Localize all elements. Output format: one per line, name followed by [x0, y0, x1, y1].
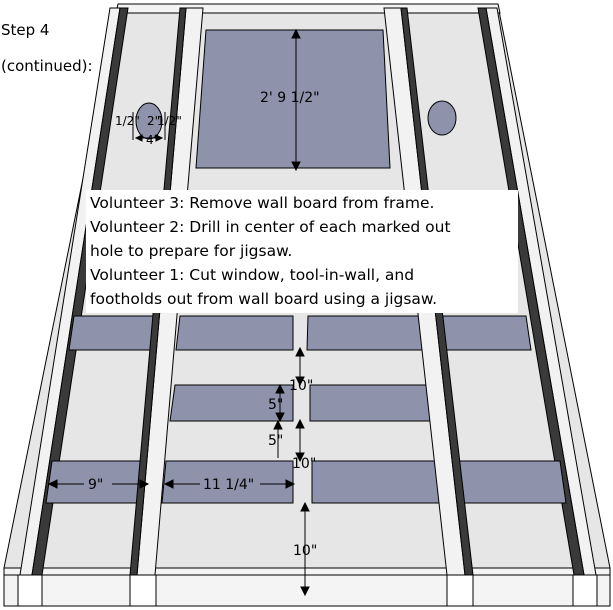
- left-width-label: 9": [88, 477, 103, 493]
- window-height-label: 2' 9 1/2": [260, 90, 320, 106]
- volunteer-3-name: Volunteer 3: [90, 194, 180, 212]
- cutout-row2-a: [169, 384, 294, 422]
- step-heading: Step 4: [1, 21, 50, 39]
- cutout-row3-c: [311, 460, 442, 504]
- gap-upper-label: 10": [289, 378, 313, 394]
- instruction-volunteer-2: Volunteer 2: Drill in center of each mar…: [90, 215, 514, 239]
- foothold-right: [427, 100, 457, 136]
- instruction-volunteer-3: Volunteer 3: Remove wall board from fram…: [90, 191, 514, 215]
- center-vertical-dimensions: [273, 346, 310, 597]
- volunteer-2-task: : Drill in center of each marked out: [179, 218, 451, 236]
- strip-height-1-label: 5": [268, 397, 283, 413]
- top-plate: [115, 3, 501, 14]
- volunteer-3-task: : Remove wall board from frame.: [179, 194, 435, 212]
- instruction-volunteer-1: Volunteer 1: Cut window, tool-in-wall, a…: [90, 263, 514, 287]
- foothold-dimension: [132, 112, 166, 142]
- cutout-row1-a: [68, 315, 164, 351]
- foothold-left: [135, 102, 163, 140]
- window-cutout: [195, 29, 391, 169]
- mid-width-label: 11 1/4": [203, 477, 254, 493]
- gap-lower-label: 10": [293, 543, 317, 559]
- hole-width-label: 4": [146, 133, 159, 147]
- cutout-row1-b: [175, 315, 294, 351]
- instruction-volunteer-1-cont: footholds out from wall board using a ji…: [90, 290, 438, 308]
- instruction-volunteer-2-cont: hole to prepare for jigsaw.: [90, 242, 293, 260]
- hole-left-label: 1/2": [115, 114, 140, 128]
- hole-right-label: 1/2": [157, 114, 182, 128]
- window-height-dimension: [291, 28, 301, 172]
- volunteer-2-name: Volunteer 2: [90, 218, 180, 236]
- cutout-row3-d: [457, 460, 567, 504]
- hole-mid-label: 2": [147, 114, 160, 128]
- volunteer-1-task: : Cut window, tool-in-wall, and: [179, 266, 415, 284]
- step-subheading: (continued):: [1, 57, 93, 75]
- strip-height-2-label: 5": [268, 433, 283, 449]
- cutout-row1-c: [306, 315, 425, 351]
- instructions-box: Volunteer 3: Remove wall board from fram…: [86, 190, 518, 313]
- cutout-row1-d: [439, 315, 532, 351]
- step-title: Step 4 (continued):: [1, 3, 93, 93]
- volunteer-1-name: Volunteer 1: [90, 266, 180, 284]
- cutout-row2-b: [309, 384, 433, 422]
- gap-middle-label: 10": [292, 456, 316, 472]
